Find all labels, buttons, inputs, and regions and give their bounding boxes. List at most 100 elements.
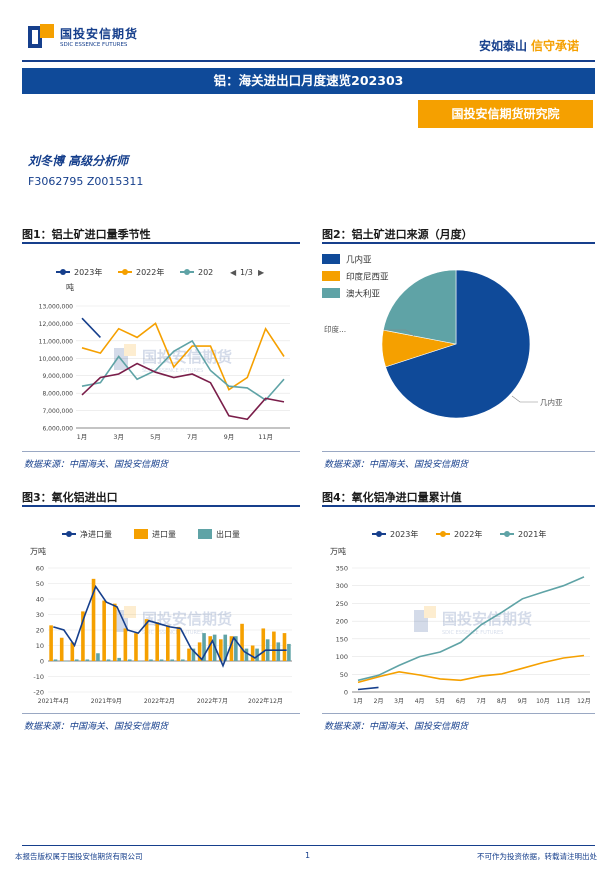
- watermark-text: 国投安信期货: [442, 610, 532, 628]
- chart3-legend-0-marker: [66, 531, 72, 537]
- report-title: 铝：海关进出口月度速览202303: [22, 68, 595, 94]
- chart4-x-tick: 1月: [353, 698, 363, 705]
- chart3-legend-0-label: 净进口量: [80, 529, 112, 539]
- chart3-export-bar: [234, 636, 238, 661]
- chart3-legend-2-swatch: [198, 529, 212, 539]
- chart1-legend-1-label: 2022年: [136, 267, 164, 277]
- chart4-legend-2-label: 2021年: [518, 529, 546, 539]
- chart1-y-tick: 10,000,000: [39, 356, 74, 363]
- chart3-import-bar: [176, 626, 181, 661]
- chart1-x-tick: 1月: [77, 433, 88, 441]
- figure-1-title: 图1：铝土矿进口量季节性: [22, 228, 151, 241]
- chart3-import-bar: [70, 642, 75, 661]
- logo-mark-icon: [28, 24, 54, 48]
- figure-3-rule: [22, 505, 300, 507]
- chart3-x-tick: 2021年9月: [91, 697, 122, 705]
- chart3-export-bar: [287, 643, 291, 661]
- footer-disclaimer: 不可作为投资依据，转载请注明出处: [477, 852, 597, 861]
- header-divider: [22, 60, 595, 62]
- chart2-legend-swatch-2: [322, 288, 340, 298]
- chart3-import-bar: [49, 625, 53, 661]
- chart3-y-tick: 60: [36, 565, 44, 573]
- chart3-import-bar: [272, 631, 276, 661]
- chart2-legend-label-0: 几内亚: [346, 255, 372, 266]
- figure-2-rule: [322, 242, 595, 244]
- chart3-y-tick: -10: [33, 673, 44, 681]
- chart3-import-bar: [81, 611, 85, 661]
- watermark-logo-icon: [114, 610, 128, 632]
- chart3-x-tick: 2022年2月: [144, 697, 175, 705]
- slogan-part2: 信守承诺: [530, 39, 579, 53]
- figure-4-source-rule: [322, 713, 595, 714]
- chart1-legend-pager-next-icon: ▶: [258, 268, 265, 277]
- figure-1-rule: [22, 242, 300, 244]
- figure-3-source: 数据来源：中国海关、国投安信期货: [24, 722, 169, 732]
- logo-text-en: SDIC ESSENCE FUTURES: [60, 42, 128, 48]
- slogan-part1: 安如泰山: [478, 39, 527, 53]
- author-name: 刘冬博 高级分析师: [28, 154, 129, 168]
- chart4-legend-2-marker: [504, 531, 510, 537]
- chart3-y-tick: -20: [33, 689, 44, 697]
- chart1-legend-1-marker: [122, 269, 128, 275]
- chart1-legend-0-label: 2023年: [74, 267, 102, 277]
- footer-copyright: 本报告版权属于国投安信期货有限公司: [15, 852, 143, 861]
- chart1-legend-2-label: 202: [198, 268, 213, 277]
- chart1-y-tick: 6,000,000: [42, 426, 73, 433]
- chart4-x-tick: 8月: [497, 698, 507, 705]
- watermark-logo-icon: [424, 606, 436, 618]
- author-codes: F3062795 Z0015311: [28, 175, 144, 188]
- chart4-y-tick: 100: [336, 653, 348, 661]
- chart3-export-bar: [159, 659, 164, 661]
- chart3-import-bar: [208, 636, 213, 661]
- chart1-series-3: [81, 362, 285, 421]
- watermark-text-en: SDIC ESSENCE FUTURES: [142, 630, 203, 636]
- chart1-y-tick: 13,000,000: [39, 304, 74, 311]
- chart3-net-import-line: [53, 584, 287, 668]
- chart4-y-tick: 350: [336, 565, 348, 573]
- chart1-legend-pager: 1/3: [240, 268, 253, 277]
- chart4-legend-1-label: 2022年: [454, 529, 482, 539]
- chart4-x-tick: 6月: [456, 698, 466, 705]
- figure-3-title: 图3：氧化铝进出口: [22, 491, 118, 504]
- chart3-x-tick: 2022年12月: [248, 697, 283, 705]
- chart4-y-tick: 0: [344, 689, 348, 697]
- chart3-y-tick: 50: [36, 580, 44, 588]
- chart4-x-tick: 5月: [435, 698, 445, 705]
- chart3-y-tick: 40: [36, 596, 44, 604]
- chart3-export-bar: [255, 648, 259, 661]
- figure-4-title: 图4：氧化铝净进口量累计值: [322, 491, 462, 504]
- chart3-export-bar: [64, 661, 68, 662]
- chart3-import-bar: [229, 636, 234, 661]
- chart2-slice-2: [382, 269, 457, 345]
- chart1-legend-2-marker: [184, 269, 190, 275]
- watermark-text-en: SDIC ESSENCE FUTURES: [142, 368, 203, 374]
- chart3-import-bar: [91, 578, 96, 661]
- watermark-logo-icon: [124, 606, 136, 618]
- chart3-import-bar: [261, 628, 266, 661]
- chart3-import-bar: [219, 639, 223, 661]
- chart2-slice-0: [385, 269, 531, 419]
- chart4-y-tick: 200: [336, 618, 348, 626]
- chart4-series-1: [357, 654, 585, 684]
- chart3-export-bar: [96, 653, 100, 661]
- chart1-legend-pager-prev-icon: ◀: [230, 268, 237, 277]
- chart1-x-tick: 7月: [187, 433, 198, 441]
- chart3-y-tick: 10: [36, 642, 44, 650]
- chart3-y-tick: 30: [36, 611, 44, 619]
- institute-badge: 国投安信期货研究院: [418, 100, 593, 128]
- chart3-export-bar: [191, 648, 196, 661]
- chart1-y-unit: 吨: [66, 282, 74, 292]
- chart3-export-bar: [149, 659, 153, 661]
- chart3-legend-2-label: 出口量: [216, 529, 240, 539]
- chart3-export-bar: [223, 634, 228, 661]
- chart1-x-tick: 9月: [224, 433, 235, 441]
- chart4-y-tick: 300: [336, 582, 348, 590]
- figure-3-source-rule: [22, 713, 300, 714]
- chart4-x-tick: 12月: [577, 698, 591, 705]
- chart4-legend-0-marker: [376, 531, 382, 537]
- chart4-series-0: [357, 686, 379, 691]
